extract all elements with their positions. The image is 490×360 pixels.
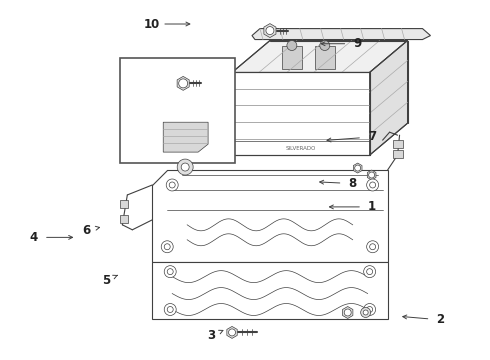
Polygon shape [121, 215, 128, 223]
Circle shape [320, 41, 330, 50]
Circle shape [181, 163, 189, 171]
Circle shape [361, 307, 370, 318]
Circle shape [266, 27, 274, 35]
Polygon shape [232, 72, 369, 155]
Circle shape [177, 159, 193, 175]
Text: 3: 3 [207, 329, 215, 342]
Text: 10: 10 [144, 18, 160, 31]
Polygon shape [264, 24, 276, 37]
Circle shape [228, 329, 236, 336]
Circle shape [369, 244, 376, 250]
Circle shape [367, 241, 379, 253]
Polygon shape [369, 41, 408, 155]
Polygon shape [152, 262, 388, 319]
Bar [121, 58, 235, 163]
Circle shape [161, 241, 173, 253]
Text: 1: 1 [368, 201, 376, 213]
Circle shape [364, 266, 376, 278]
Polygon shape [282, 45, 302, 69]
Circle shape [367, 179, 379, 191]
Circle shape [363, 310, 368, 315]
Circle shape [166, 179, 178, 191]
Text: 8: 8 [348, 177, 357, 190]
Circle shape [164, 303, 176, 315]
Polygon shape [368, 170, 376, 180]
Polygon shape [315, 45, 335, 69]
Circle shape [164, 244, 170, 250]
Circle shape [164, 266, 176, 278]
Polygon shape [227, 327, 237, 338]
Text: 9: 9 [353, 37, 362, 50]
Polygon shape [353, 163, 362, 173]
Circle shape [167, 269, 173, 275]
Circle shape [169, 182, 175, 188]
Polygon shape [163, 122, 208, 152]
Polygon shape [252, 28, 431, 40]
Circle shape [367, 269, 372, 275]
Polygon shape [392, 140, 403, 148]
Text: 6: 6 [82, 224, 90, 237]
Polygon shape [343, 306, 353, 319]
Text: 2: 2 [437, 313, 444, 327]
Polygon shape [392, 150, 403, 158]
Circle shape [179, 79, 188, 88]
Circle shape [344, 309, 351, 316]
Circle shape [367, 306, 372, 312]
Text: SILVERADO: SILVERADO [286, 146, 316, 150]
Circle shape [369, 182, 376, 188]
Text: 7: 7 [368, 130, 376, 144]
Circle shape [355, 165, 361, 171]
Text: 5: 5 [101, 274, 110, 287]
Text: 4: 4 [30, 231, 38, 244]
Circle shape [364, 303, 376, 315]
Polygon shape [177, 76, 189, 90]
Circle shape [167, 306, 173, 312]
Circle shape [287, 41, 297, 50]
Polygon shape [232, 41, 408, 72]
Circle shape [368, 172, 375, 178]
Polygon shape [121, 200, 128, 208]
Polygon shape [152, 170, 388, 262]
